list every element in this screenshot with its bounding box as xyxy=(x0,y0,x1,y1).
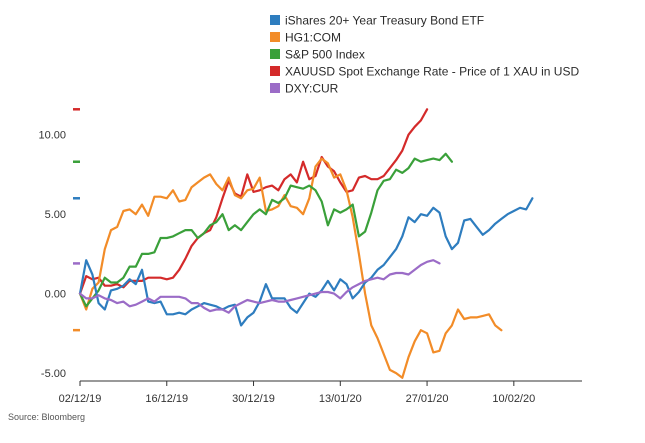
series-layer xyxy=(78,108,534,379)
legend: iShares 20+ Year Treasury Bond ETF HG1:CO… xyxy=(270,14,579,96)
series-line xyxy=(78,197,534,327)
x-tick-label: 10/02/20 xyxy=(492,393,535,405)
x-axis: 02/12/19 16/12/19 30/12/19 13/01/20 27/01/20… xyxy=(59,380,582,405)
legend-label: S&P 500 Index xyxy=(285,48,365,62)
x-tick-label: 13/01/20 xyxy=(319,393,362,405)
legend-label: DXY:CUR xyxy=(285,82,339,96)
x-tick-label: 27/01/20 xyxy=(406,393,449,405)
x-tick-label: 16/12/19 xyxy=(145,393,188,405)
legend-label: iShares 20+ Year Treasury Bond ETF xyxy=(285,14,484,28)
legend-swatch xyxy=(270,49,280,59)
legend-label: HG1:COM xyxy=(285,31,341,45)
y-axis: 10.00 5.00 0.00 -5.00 xyxy=(38,130,66,380)
source-note: Source: Bloomberg xyxy=(8,412,85,422)
x-tick-label: 30/12/19 xyxy=(232,393,275,405)
y-tick-label: 0.00 xyxy=(45,289,66,301)
legend-label: XAUUSD Spot Exchange Rate - Price of 1 X… xyxy=(285,65,579,79)
y-tick-label: -5.00 xyxy=(41,368,66,380)
series-line xyxy=(78,157,503,379)
y-tick-label: 5.00 xyxy=(45,209,66,221)
legend-swatch xyxy=(270,83,280,93)
y-tick-label: 10.00 xyxy=(38,130,66,142)
x-tick-label: 02/12/19 xyxy=(59,393,102,405)
legend-swatch xyxy=(270,32,280,42)
series-line xyxy=(78,259,441,314)
series-line xyxy=(78,152,453,308)
legend-swatch xyxy=(270,66,280,76)
legend-swatch xyxy=(270,15,280,25)
axis-last-value-markers xyxy=(73,108,80,332)
